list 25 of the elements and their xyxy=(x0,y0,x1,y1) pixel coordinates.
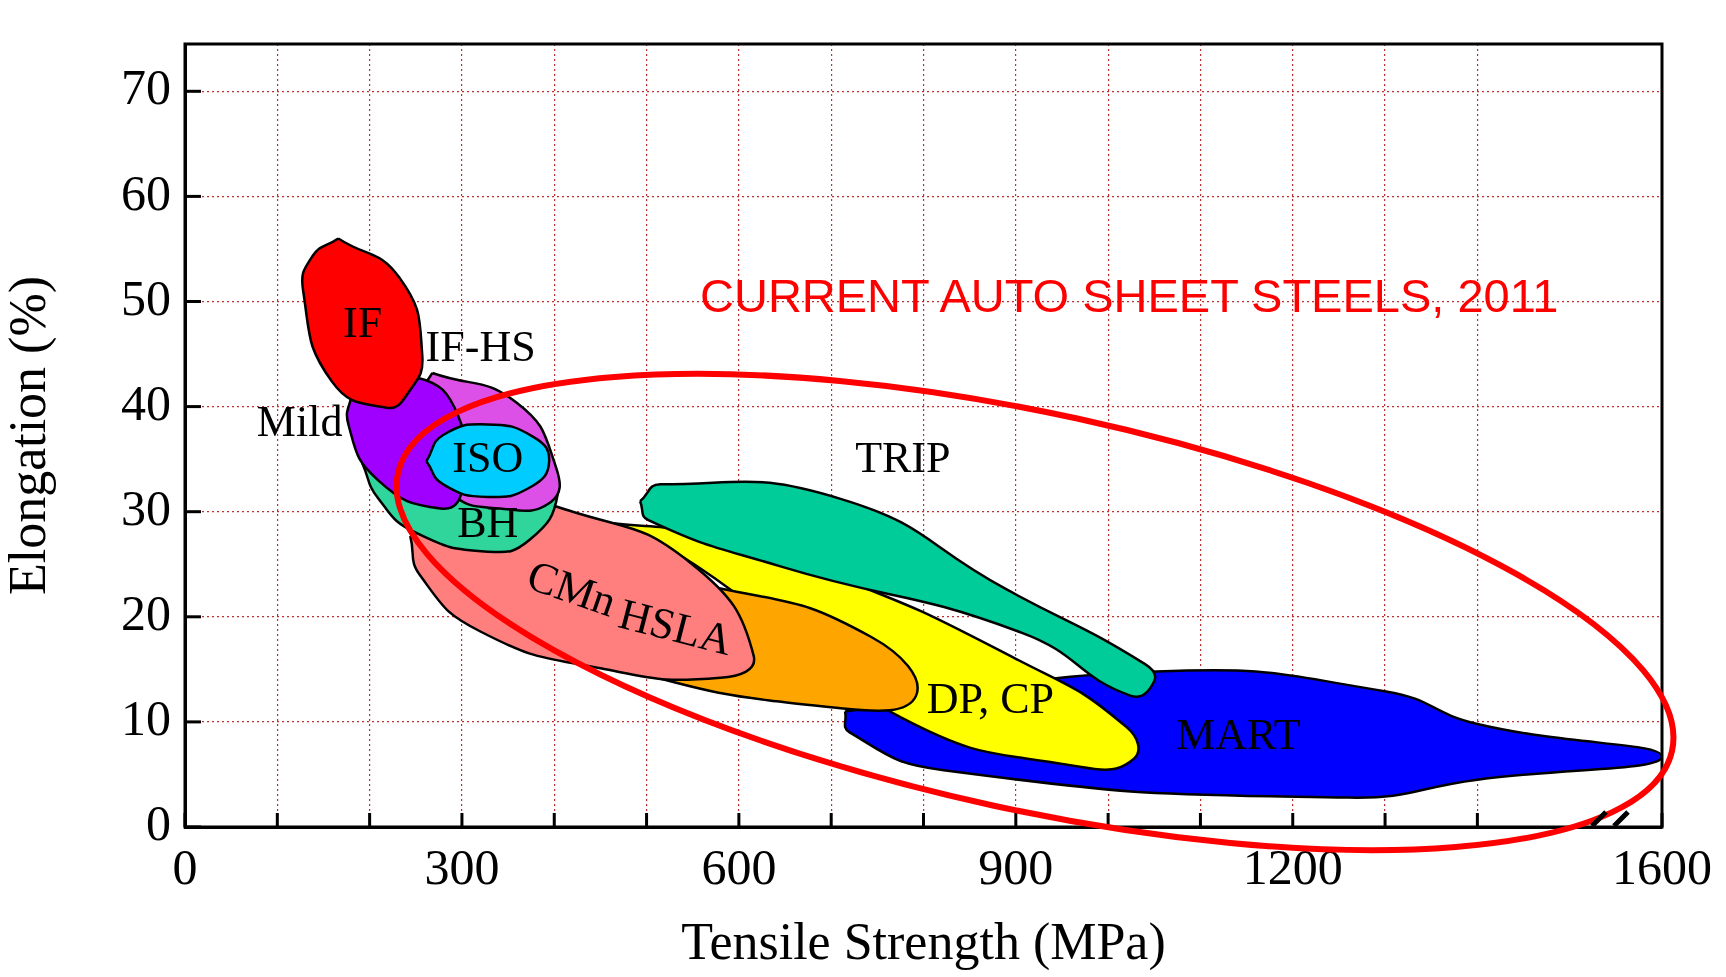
x-tick-label: 600 xyxy=(701,839,777,896)
y-tick-label: 40 xyxy=(121,374,171,431)
y-tick-label: 70 xyxy=(121,59,171,116)
legend-label: Mild xyxy=(256,397,343,447)
y-tick-label: 30 xyxy=(121,479,171,536)
x-axis-title: Tensile Strength (MPa) xyxy=(681,913,1166,972)
series-label: TRIP xyxy=(855,432,951,482)
series-label: IF-HS xyxy=(425,321,536,371)
x-tick-label: 1600 xyxy=(1612,839,1712,896)
y-tick-label: 60 xyxy=(121,164,171,221)
series-label: DP, CP xyxy=(926,673,1055,723)
series-label: ISO xyxy=(452,433,524,483)
series-label: IF xyxy=(343,297,383,347)
series-label: BH xyxy=(457,498,519,548)
y-tick-label: 10 xyxy=(121,690,171,747)
x-tick-label: 1200 xyxy=(1242,839,1343,896)
x-tick-label: 300 xyxy=(424,839,500,896)
y-tick-label: 0 xyxy=(146,795,171,852)
y-tick-label: 50 xyxy=(121,269,171,326)
series-label: HSLA xyxy=(613,588,738,666)
series-label: MART xyxy=(1176,709,1301,759)
annotation: CURRENT AUTO SHEET STEELS, 2011 xyxy=(700,268,1559,323)
y-axis-title: Elongation (%) xyxy=(0,275,57,596)
y-tick-label: 20 xyxy=(121,584,171,641)
x-tick-label: 900 xyxy=(978,839,1054,896)
